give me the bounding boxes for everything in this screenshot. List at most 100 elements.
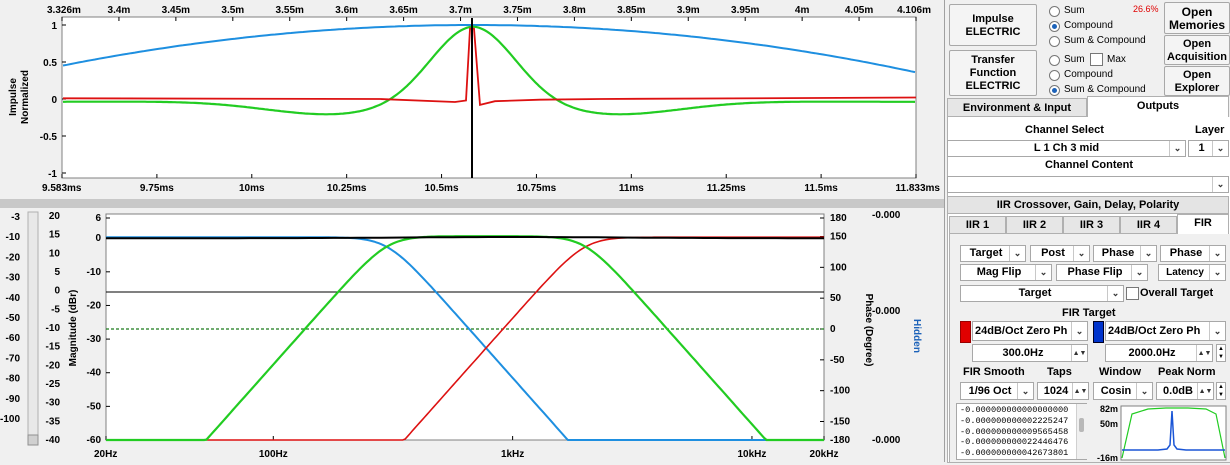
- freq-right-extra-spinner[interactable]: ▲ ▼: [1216, 344, 1226, 362]
- open-explorer-button[interactable]: Open Explorer: [1164, 66, 1230, 96]
- swatch-blue[interactable]: [1093, 321, 1104, 343]
- impulse-top-tick: 3.55m: [276, 5, 304, 16]
- freq-right-value: 2000.0Hz: [1128, 347, 1176, 359]
- radio-impulse-sum-compound[interactable]: [1049, 36, 1060, 47]
- mag-flip-dropdown[interactable]: Mag Flip ⌄: [960, 264, 1052, 281]
- phase-tick: 100: [830, 262, 847, 273]
- peak-norm-extra-spinner[interactable]: ▲ ▼: [1216, 382, 1226, 400]
- db-scale-tick: 0: [54, 286, 60, 297]
- level-slider-track[interactable]: [27, 211, 39, 445]
- tab-iir-2[interactable]: IIR 2: [1006, 216, 1063, 234]
- post-dropdown[interactable]: Post ⌄: [1030, 245, 1090, 262]
- target-type-value: Target: [1018, 287, 1052, 299]
- impulse-top-tick: 3.4m: [108, 5, 131, 16]
- chevron-down-icon: ⌄: [1073, 246, 1089, 261]
- overall-target-checkbox[interactable]: [1126, 287, 1139, 300]
- chevron-down-icon: ⌄: [1035, 265, 1051, 280]
- impulse-electric-button[interactable]: Impulse ELECTRIC: [949, 4, 1037, 46]
- taps-spinner[interactable]: 1024 ▲▼: [1037, 382, 1089, 400]
- radio-transfer-sum[interactable]: [1049, 55, 1060, 66]
- tab-outputs[interactable]: Outputs: [1087, 96, 1229, 117]
- fir-smooth-dropdown[interactable]: 1/96 Oct ⌄: [960, 382, 1034, 400]
- transfer-function-button[interactable]: Transfer Function ELECTRIC: [949, 50, 1037, 96]
- tab-fir[interactable]: FIR: [1177, 214, 1229, 234]
- coefficients-list[interactable]: -0.000000000000000000 -0.000000000002225…: [956, 403, 1087, 460]
- impulse-chart[interactable]: 3.326m 3.4m 3.45m 3.5m 3.55m 3.6m 3.65m 3.7m 3.7…: [0, 0, 944, 198]
- tab-iir-3[interactable]: IIR 3: [1063, 216, 1120, 234]
- phase-dropdown-2[interactable]: Phase ⌄: [1160, 245, 1226, 262]
- latency-dropdown[interactable]: Latency ⌄: [1158, 264, 1226, 281]
- freq-right-spinner[interactable]: 2000.0Hz ▲▼: [1105, 344, 1213, 362]
- filter-right-value: 24dB/Oct Zero Ph: [1108, 325, 1201, 337]
- freq-left-spinner[interactable]: 300.0Hz ▲▼: [972, 344, 1088, 362]
- open-acquisition-button[interactable]: Open Acquisition: [1164, 35, 1230, 65]
- open-explorer-line1: Open: [1182, 69, 1212, 81]
- radio-impulse-sum[interactable]: [1049, 6, 1060, 17]
- fir-target-label: FIR Target: [1062, 307, 1116, 319]
- left-scale-tick: -70: [6, 353, 21, 364]
- radio-impulse-sum-label: Sum: [1064, 5, 1085, 16]
- level-slider-thumb[interactable]: [27, 434, 39, 446]
- tab-environment-input[interactable]: Environment & Input: [947, 98, 1087, 117]
- tab-iir-4[interactable]: IIR 4: [1120, 216, 1177, 234]
- max-checkbox-label: Max: [1107, 54, 1126, 65]
- magnitude-tick: -60: [87, 435, 102, 446]
- filter-right-dropdown[interactable]: 24dB/Oct Zero Ph ⌄: [1105, 321, 1226, 341]
- phase-tick: -150: [830, 417, 850, 428]
- target-type-dropdown[interactable]: Target ⌄: [960, 285, 1124, 302]
- chevron-down-icon: ⌄: [1107, 286, 1123, 301]
- phase-dropdown-1[interactable]: Phase ⌄: [1093, 245, 1157, 262]
- open-memories-button[interactable]: Open Memories: [1164, 2, 1230, 34]
- radio-transfer-sum-compound[interactable]: [1049, 85, 1060, 96]
- target-dropdown[interactable]: Target ⌄: [960, 245, 1026, 262]
- mini-tick: -16m: [1097, 453, 1118, 462]
- impulse-blue-curve: [62, 24, 916, 74]
- swatch-red[interactable]: [960, 321, 971, 343]
- open-memories-line1: Open: [1181, 5, 1213, 19]
- magnitude-tick: -20: [87, 300, 102, 311]
- db-scale-tick: -40: [46, 435, 61, 446]
- hidden-label[interactable]: Hidden: [911, 319, 922, 353]
- radio-impulse-compound[interactable]: [1049, 21, 1060, 32]
- channel-content-dropdown[interactable]: ⌄: [947, 176, 1229, 193]
- left-scale-tick: -30: [6, 273, 21, 284]
- chevron-down-icon: ⌄: [1209, 322, 1225, 340]
- chevron-down-icon: ⌄: [1009, 246, 1025, 261]
- impulse-bottom-tick: 9.75ms: [140, 183, 174, 194]
- magnitude-tick: -40: [87, 368, 102, 379]
- tab-iir-1[interactable]: IIR 1: [949, 216, 1006, 234]
- coefficients-scrollbar[interactable]: [1076, 404, 1087, 459]
- spinner-arrows-icon[interactable]: ▲▼: [1072, 383, 1088, 399]
- radio-transfer-sum-compound-label: Sum & Compound: [1064, 84, 1146, 95]
- impulse-y-tick: 0.5: [43, 58, 57, 69]
- radio-transfer-compound[interactable]: [1049, 70, 1060, 81]
- db-scale-tick: -20: [46, 360, 61, 371]
- impulse-bottom-tick: 11.833ms: [896, 183, 941, 194]
- layer-dropdown[interactable]: 1 ⌄: [1188, 140, 1229, 157]
- frequency-chart[interactable]: -3-10-20-30-40-50-60-70-80-90-1002015105…: [0, 208, 944, 462]
- phase-flip-dropdown[interactable]: Phase Flip ⌄: [1056, 264, 1148, 281]
- iir-header: IIR Crossover, Gain, Delay, Polarity: [947, 196, 1229, 214]
- max-checkbox[interactable]: [1090, 53, 1103, 66]
- coeff-row: -0.000000000009565458: [960, 426, 1069, 437]
- db-scale-tick: -25: [46, 379, 61, 390]
- spinner-arrows-icon[interactable]: ▲▼: [1071, 345, 1087, 361]
- scrollbar-thumb[interactable]: [1079, 418, 1084, 432]
- impulse-ylabel-1: Impulse: [8, 78, 19, 116]
- phase-tick: 180: [830, 213, 847, 224]
- spinner-arrows-icon[interactable]: ▲▼: [1196, 345, 1212, 361]
- filter-left-dropdown[interactable]: 24dB/Oct Zero Ph ⌄: [972, 321, 1088, 341]
- peak-norm-spinner[interactable]: 0.0dB ▲▼: [1156, 382, 1214, 400]
- chart-splitter[interactable]: [0, 199, 944, 208]
- spinner-arrows-icon[interactable]: ▲▼: [1197, 383, 1213, 399]
- window-dropdown[interactable]: Cosin ⌄: [1093, 382, 1153, 400]
- phase-tick: 150: [830, 232, 847, 243]
- radio-impulse-compound-label: Compound: [1064, 20, 1113, 31]
- impulse-bottom-tick: 11.5ms: [804, 183, 838, 194]
- impulse-top-tick: 3.45m: [162, 5, 190, 16]
- db-scale-tick: -15: [46, 342, 61, 353]
- freq-x-tick: 1kHz: [501, 449, 524, 460]
- impulse-top-tick: 3.7m: [449, 5, 472, 16]
- overall-target-label: Overall Target: [1140, 287, 1214, 299]
- channel-select-dropdown[interactable]: L 1 Ch 3 mid ⌄: [947, 140, 1186, 157]
